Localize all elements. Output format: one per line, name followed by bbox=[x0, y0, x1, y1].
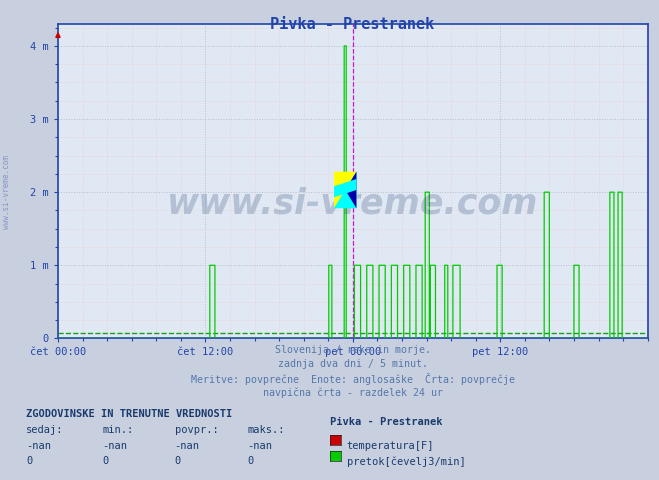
Polygon shape bbox=[334, 172, 357, 208]
Text: zadnja dva dni / 5 minut.: zadnja dva dni / 5 minut. bbox=[277, 359, 428, 369]
Text: temperatura[F]: temperatura[F] bbox=[347, 441, 434, 451]
Text: www.si-vreme.com: www.si-vreme.com bbox=[2, 155, 11, 229]
Text: Pivka - Prestranek: Pivka - Prestranek bbox=[330, 417, 442, 427]
Text: maks.:: maks.: bbox=[247, 425, 285, 435]
Text: Slovenija / reke in morje.: Slovenija / reke in morje. bbox=[275, 345, 430, 355]
Text: min.:: min.: bbox=[102, 425, 133, 435]
Polygon shape bbox=[334, 179, 357, 197]
Text: 0: 0 bbox=[102, 456, 108, 467]
Text: 0: 0 bbox=[26, 456, 32, 467]
Text: -nan: -nan bbox=[247, 441, 272, 451]
Text: povpr.:: povpr.: bbox=[175, 425, 218, 435]
Text: Meritve: povprečne  Enote: anglosaške  Črta: povprečje: Meritve: povprečne Enote: anglosaške Črt… bbox=[190, 373, 515, 385]
Text: -nan: -nan bbox=[175, 441, 200, 451]
Text: 0: 0 bbox=[247, 456, 253, 467]
Text: sedaj:: sedaj: bbox=[26, 425, 64, 435]
Text: pretok[čevelj3/min]: pretok[čevelj3/min] bbox=[347, 456, 465, 467]
Text: www.si-vreme.com: www.si-vreme.com bbox=[167, 186, 538, 220]
Polygon shape bbox=[345, 172, 357, 208]
Text: ZGODOVINSKE IN TRENUTNE VREDNOSTI: ZGODOVINSKE IN TRENUTNE VREDNOSTI bbox=[26, 409, 233, 419]
Text: 0: 0 bbox=[175, 456, 181, 467]
Text: navpična črta - razdelek 24 ur: navpična črta - razdelek 24 ur bbox=[262, 388, 443, 398]
Polygon shape bbox=[334, 172, 357, 208]
Text: -nan: -nan bbox=[102, 441, 127, 451]
Text: Pivka - Prestranek: Pivka - Prestranek bbox=[270, 17, 435, 32]
Text: -nan: -nan bbox=[26, 441, 51, 451]
